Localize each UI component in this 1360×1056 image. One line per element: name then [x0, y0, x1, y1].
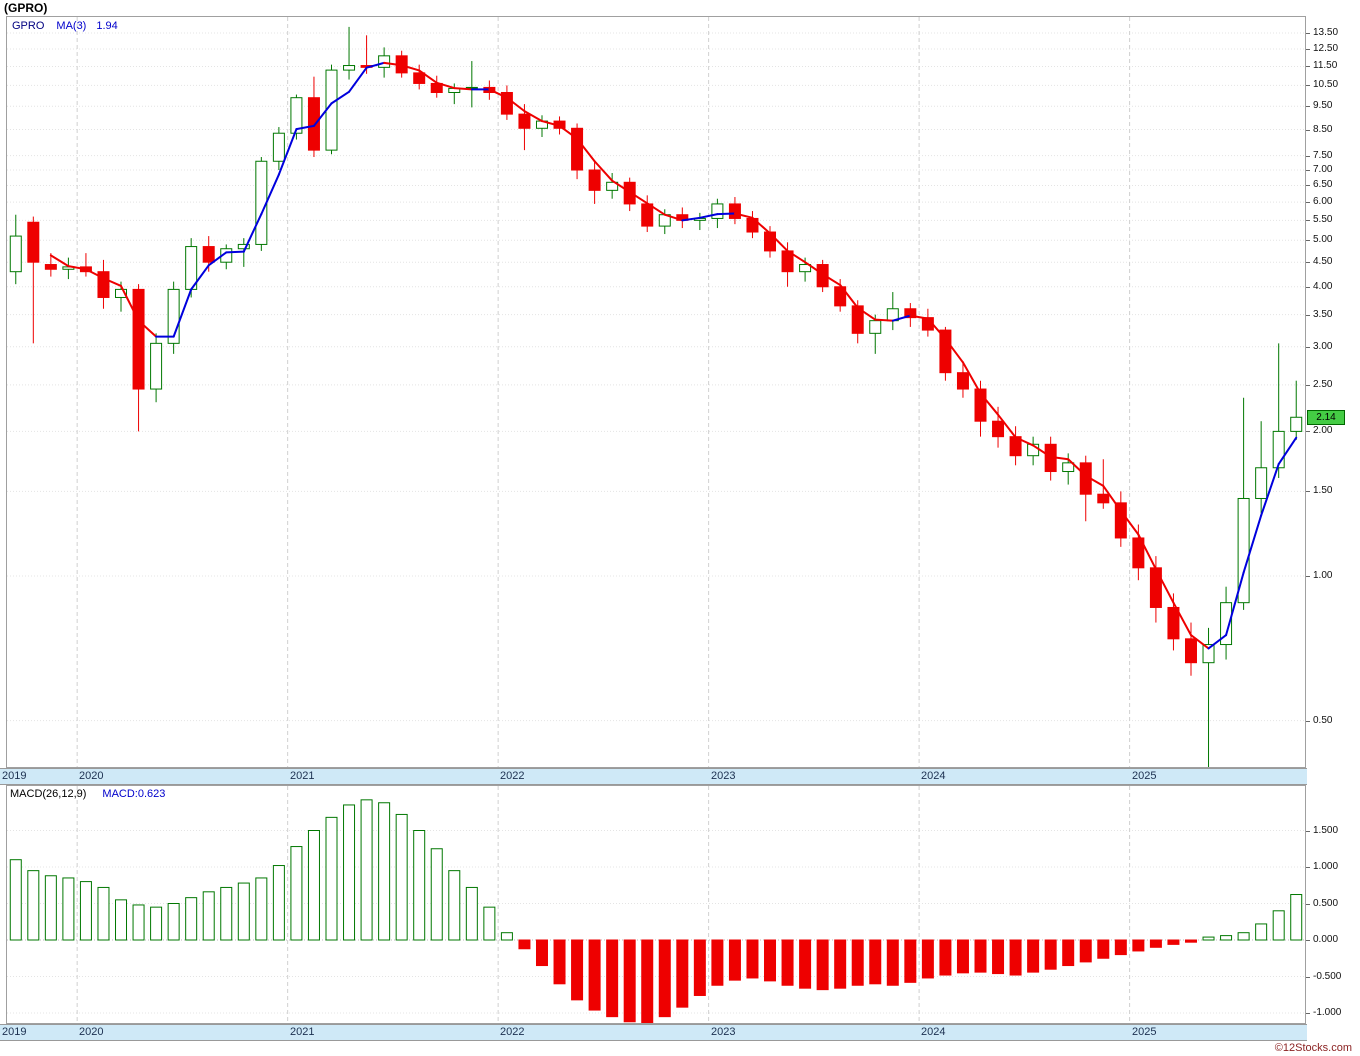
price-axis-label: 1.50: [1313, 485, 1333, 496]
price-axis-label: 9.50: [1313, 100, 1333, 111]
year-label: 2022: [500, 1026, 525, 1038]
year-label: 2023: [711, 770, 736, 782]
price-axis-label-tick: [1306, 106, 1310, 107]
macd-axis-label-tick: [1306, 977, 1310, 978]
price-axis-label-tick: [1306, 85, 1310, 86]
price-axis-label: 3.00: [1313, 341, 1333, 352]
price-axis-label-tick: [1306, 156, 1310, 157]
year-label: 2022: [500, 770, 525, 782]
price-axis-label: 4.50: [1313, 256, 1333, 267]
year-label: 2019: [2, 1026, 27, 1038]
macd-axis-label-tick: [1306, 867, 1310, 868]
year-label: 2020: [79, 1026, 104, 1038]
price-axis-label-tick: [1306, 287, 1310, 288]
price-axis-label: 1.00: [1313, 570, 1333, 581]
price-axis-label: 5.00: [1313, 234, 1333, 245]
macd-histogram-chart: [7, 786, 1305, 1023]
macd-pane: [6, 785, 1306, 1024]
macd-axis-label: 0.000: [1313, 934, 1339, 945]
watermark-credit: ©12Stocks.com: [1274, 1042, 1352, 1054]
x-axis-strip-price: 2019 2020 2021 2022 2023 2024 2025: [0, 768, 1307, 785]
macd-axis-label: -1.000: [1313, 1007, 1342, 1018]
macd-axis-label-tick: [1306, 904, 1310, 905]
price-axis-label: 10.50: [1313, 79, 1339, 90]
price-axis-label: 13.50: [1313, 27, 1339, 38]
page-title: (GPRO): [4, 1, 48, 15]
year-label: 2020: [79, 770, 104, 782]
price-axis-label-tick: [1306, 66, 1310, 67]
year-label: 2019: [2, 770, 27, 782]
macd-value: MACD:0.623: [102, 788, 166, 800]
macd-axis: 1.500 1.000 0.500 0.000 -0.500 -1.000: [1306, 785, 1360, 1024]
ma-value: 1.94: [96, 20, 118, 32]
price-axis-label: 4.00: [1313, 281, 1333, 292]
macd-label: MACD(26,12,9): [10, 788, 87, 800]
price-axis-label: 2.50: [1313, 379, 1333, 390]
price-axis-label-tick: [1306, 431, 1310, 432]
price-axis-label: 8.50: [1313, 124, 1333, 135]
macd-axis-label-tick: [1306, 940, 1310, 941]
price-axis-label-tick: [1306, 240, 1310, 241]
macd-axis-label-tick: [1306, 1013, 1310, 1014]
macd-axis-label: 0.500: [1313, 898, 1339, 909]
price-axis-label-tick: [1306, 491, 1310, 492]
year-label: 2024: [921, 1026, 946, 1038]
symbol-label: GPRO: [12, 20, 45, 32]
macd-axis-label: -0.500: [1313, 971, 1342, 982]
price-axis-label: 2.00: [1313, 425, 1333, 436]
price-axis-label-tick: [1306, 576, 1310, 577]
year-label: 2021: [290, 1026, 315, 1038]
price-axis-label-tick: [1306, 170, 1310, 171]
macd-axis-label: 1.500: [1313, 825, 1339, 836]
x-axis-strip-macd: 2019 2020 2021 2022 2023 2024 2025: [0, 1024, 1307, 1041]
ma-label: MA(3): [56, 20, 87, 32]
price-axis-label-tick: [1306, 721, 1310, 722]
year-label: 2023: [711, 1026, 736, 1038]
year-label: 2025: [1132, 1026, 1157, 1038]
price-axis-label: 11.50: [1313, 60, 1338, 71]
price-axis-label: 6.50: [1313, 179, 1333, 190]
year-label: 2025: [1132, 770, 1157, 782]
price-axis-label-tick: [1306, 220, 1310, 221]
macd-axis-label-tick: [1306, 831, 1310, 832]
price-axis: 2.14 13.50 12.50 11.50 10.50 9.50 8.50 7.50 7.0…: [1306, 16, 1360, 768]
current-price-badge: 2.14: [1307, 410, 1345, 425]
price-axis-label: 3.50: [1313, 309, 1333, 320]
price-axis-label-tick: [1306, 49, 1310, 50]
price-axis-label: 0.50: [1313, 715, 1333, 726]
macd-legend: MACD(26,12,9) MACD:0.623: [10, 788, 165, 800]
price-axis-label-tick: [1306, 347, 1310, 348]
year-label: 2021: [290, 770, 315, 782]
price-axis-label: 7.00: [1313, 164, 1333, 175]
price-axis-label-tick: [1306, 202, 1310, 203]
price-legend: GPRO MA(3) 1.94: [12, 20, 118, 32]
price-axis-label-tick: [1306, 33, 1310, 34]
price-axis-label: 7.50: [1313, 150, 1333, 161]
candlestick-chart: [7, 17, 1305, 767]
price-axis-label-tick: [1306, 185, 1310, 186]
price-axis-label-tick: [1306, 130, 1310, 131]
price-pane: [6, 16, 1306, 768]
macd-axis-label: 1.000: [1313, 861, 1339, 872]
price-axis-label: 12.50: [1313, 43, 1339, 54]
price-axis-label-tick: [1306, 315, 1310, 316]
price-axis-label-tick: [1306, 385, 1310, 386]
price-axis-label: 5.50: [1313, 214, 1333, 225]
year-label: 2024: [921, 770, 946, 782]
price-axis-label-tick: [1306, 262, 1310, 263]
price-axis-label: 6.00: [1313, 196, 1333, 207]
